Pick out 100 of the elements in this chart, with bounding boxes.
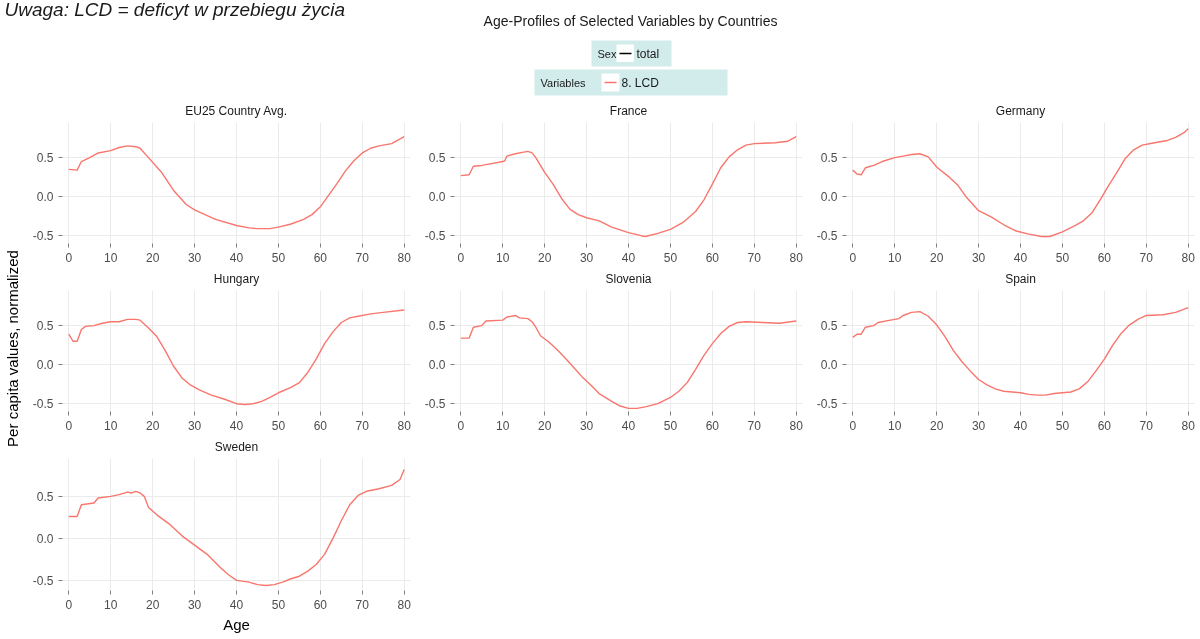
chart-title: EU25 Country Avg. [185,103,288,118]
x-tick-label: 80 [397,250,412,265]
chart-title: Hungary [213,271,260,286]
x-tick-label: 30 [579,418,594,433]
x-tick-label: 10 [496,418,510,433]
text: total [636,46,660,61]
x-tick-label: 20 [145,250,160,265]
x-tick-label: 50 [1055,250,1070,265]
x-tick-label: 50 [663,418,678,433]
x-tick-label: 60 [705,250,720,265]
chart-title: Spain [1005,271,1036,286]
line-series [68,468,405,587]
x-tick-label: 30 [971,250,986,265]
legend-title: Variables [540,76,587,89]
x-tick-label: 70 [355,250,370,265]
x-tick-label: 40 [1013,418,1028,433]
y-tick-label: 0.0 [428,190,446,205]
line-series [852,306,1189,396]
x-tick-label: 50 [271,597,286,612]
y-tick-label: 0.5 [428,151,446,166]
x-tick-label: 30 [187,250,202,265]
x-tick-label: 60 [313,597,328,612]
line-series [68,135,405,230]
y-tick-label: 0.5 [820,319,838,334]
x-tick-label: 60 [313,418,328,433]
x-tick-label: 0 [65,418,73,433]
y-tick-label: 0.5 [36,489,54,504]
x-tick-label: 30 [187,418,202,433]
x-tick-label: 20 [145,418,160,433]
y-tick-label: -0.5 [32,573,54,588]
x-tick-label: 50 [1055,418,1070,433]
x-tick-label: 80 [1181,418,1196,433]
x-tick-label: 60 [1097,250,1112,265]
legend-label: 8. LCD [621,75,660,90]
x-tick-label: 80 [1181,250,1196,265]
x-tick-label: 0 [65,250,73,265]
y-tick-label: -0.5 [32,229,54,244]
x-tick-label: 20 [929,250,944,265]
x-tick-label: 40 [229,597,244,612]
x-tick-label: 0 [65,597,73,612]
x-tick-label: 80 [789,250,804,265]
x-tick-label: 60 [1097,418,1112,433]
x-tick-label: 60 [313,250,328,265]
y-tick-label: -0.5 [424,397,446,412]
x-tick-label: 0 [457,418,465,433]
x-tick-label: 10 [888,418,902,433]
y-tick-label: 0.5 [820,151,838,166]
x-axis-title: Age [223,615,250,633]
y-tick-label: 0.0 [820,190,838,205]
x-tick-label: 50 [271,250,286,265]
x-tick-label: 70 [355,597,370,612]
y-tick-label: -0.5 [816,397,838,412]
text: Uwaga: LCD = deficyt w przebiegu życia [4,0,346,20]
chart-title: Sweden [214,439,259,454]
x-tick-label: 40 [229,418,244,433]
x-tick-label: 10 [104,418,118,433]
y-tick-label: -0.5 [32,397,54,412]
x-tick-label: 20 [929,418,944,433]
x-tick-label: 40 [621,418,636,433]
x-tick-label: 0 [849,418,857,433]
x-tick-label: 20 [537,250,552,265]
x-tick-label: 80 [397,597,412,612]
x-tick-label: 10 [104,250,118,265]
text: Age-Profiles of Selected Variables by Countries [483,12,778,29]
x-tick-label: 80 [789,418,804,433]
x-tick-label: 70 [747,418,762,433]
chart-title: France [609,103,648,118]
x-tick-label: 70 [747,250,762,265]
x-tick-label: 20 [537,418,552,433]
y-tick-label: -0.5 [424,229,446,244]
x-tick-label: 70 [1139,418,1154,433]
y-tick-label: -0.5 [816,229,838,244]
y-tick-label: 0.0 [820,358,838,373]
x-tick-label: 10 [496,250,510,265]
y-tick-label: 0.0 [36,531,54,546]
x-tick-label: 0 [457,250,465,265]
y-tick-label: 0.5 [428,319,446,334]
x-tick-label: 70 [355,418,370,433]
line-series [852,128,1189,238]
text: Sex [597,47,617,60]
chart-title: Slovenia [605,271,652,286]
line-series [460,135,797,238]
x-tick-label: 70 [1139,250,1154,265]
x-tick-label: 50 [271,418,286,433]
x-tick-label: 30 [971,418,986,433]
y-axis-title: Per capita values, normalized [4,250,21,447]
chart-title: Germany [995,103,1046,118]
line-series [460,314,797,410]
x-tick-label: 40 [1013,250,1028,265]
x-tick-label: 10 [104,597,118,612]
x-tick-label: 40 [621,250,636,265]
x-tick-label: 80 [397,418,412,433]
line-series [68,309,405,406]
x-tick-label: 20 [145,597,160,612]
x-tick-label: 60 [705,418,720,433]
x-tick-label: 40 [229,250,244,265]
x-tick-label: 0 [849,250,857,265]
y-tick-label: 0.0 [36,358,54,373]
x-tick-label: 30 [579,250,594,265]
y-tick-label: 0.0 [36,190,54,205]
